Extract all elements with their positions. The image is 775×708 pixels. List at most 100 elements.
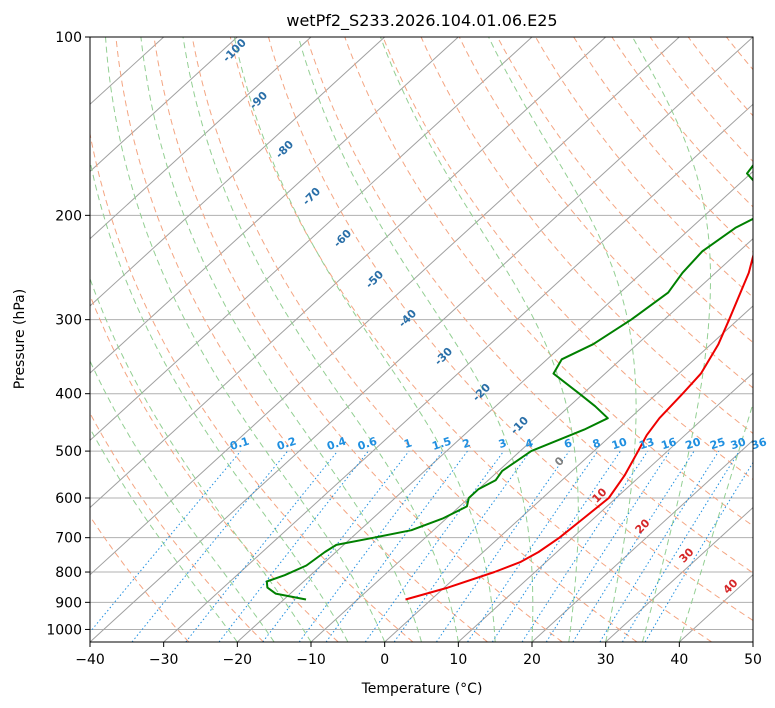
temperature-profile-line	[405, 252, 753, 601]
mixing-ratio-line	[545, 450, 671, 642]
x-tick-label: 40	[670, 652, 688, 668]
moist-adiabat-line	[182, 37, 459, 642]
mixing-ratio-label: 13	[637, 435, 656, 452]
x-tick-label: −10	[296, 652, 326, 668]
moist-adiabat-line	[632, 37, 711, 642]
isotherm-line	[236, 170, 753, 642]
dry-adiabat-line	[115, 37, 488, 642]
y-axis-ticks: 100 200 300 400 500 600 700 800 900 1000	[46, 30, 90, 638]
dry-adiabat-line	[496, 37, 753, 344]
mixing-ratio-line	[364, 450, 505, 642]
mixing-ratio-label: 36	[750, 435, 769, 452]
mixing-ratio-label: 10	[610, 435, 629, 452]
dry-adiabat-line	[191, 37, 638, 642]
mixing-ratio-line	[621, 450, 740, 642]
isotherm-line	[90, 37, 533, 442]
isotherm-line	[163, 103, 753, 642]
moist-adiabat-line	[90, 158, 349, 642]
mixing-ratio-label: 0.2	[275, 435, 298, 453]
mixing-ratio-label: 0.4	[325, 434, 348, 452]
mixing-ratio-label: 1.5	[430, 435, 453, 453]
mixing-ratio-label: 20	[684, 435, 703, 452]
isotherm-line	[90, 37, 680, 576]
x-axis-ticks: −40 −30 −20 −10 0 10 20 30 40 50	[75, 642, 762, 668]
dry-adiabat-line	[90, 412, 264, 642]
background-lines	[90, 37, 753, 642]
moist-adiabat-line	[233, 37, 496, 642]
y-tick-label: 700	[55, 531, 82, 547]
mixing-ratio-line	[521, 450, 649, 642]
y-tick-label: 100	[55, 30, 82, 46]
moist-adiabat-line	[90, 359, 275, 642]
isotherm-line	[90, 37, 386, 307]
isotherm-line	[605, 506, 753, 642]
mixing-ratio-line	[262, 450, 410, 642]
moist-adiabat-line	[297, 37, 534, 642]
dry-adiabat-line	[268, 37, 753, 622]
mixing-ratio-label: 2	[461, 436, 472, 451]
isotherm-line	[457, 372, 753, 642]
isotherm-line	[90, 37, 607, 509]
x-tick-label: −30	[149, 652, 179, 668]
isotherm-line	[90, 37, 238, 173]
y-tick-label: 900	[55, 595, 82, 611]
mixing-ratio-label: 25	[708, 435, 727, 452]
dry-adiabat-line	[382, 37, 753, 481]
pressure-gridlines	[90, 36, 753, 630]
isotherm-line	[384, 305, 753, 642]
x-axis-label: Temperature (°C)	[361, 681, 483, 697]
y-tick-label: 400	[55, 387, 82, 403]
y-axis-label: Pressure (hPa)	[12, 289, 28, 389]
x-tick-label: 30	[597, 652, 615, 668]
x-tick-label: −40	[75, 652, 105, 668]
sounding-profiles	[265, 163, 753, 601]
moist-adiabat-line	[380, 37, 579, 642]
y-tick-label: 500	[55, 444, 82, 460]
x-tick-label: 50	[744, 652, 762, 668]
moist-adiabat-line	[488, 37, 637, 642]
isotherm-line	[90, 37, 312, 240]
mixing-ratio-line	[131, 450, 288, 642]
dry-adiabat-line	[535, 37, 753, 298]
mixing-ratio-line	[572, 450, 695, 642]
isotherm-line	[531, 439, 753, 642]
moist-adiabat-line	[90, 277, 312, 642]
x-tick-label: 20	[523, 652, 541, 668]
y-tick-label: 1000	[46, 622, 82, 638]
y-tick-label: 300	[55, 313, 82, 329]
dry-adiabat-line	[90, 131, 414, 642]
y-tick-label: 200	[55, 208, 82, 224]
moist-adiabat-line	[678, 401, 753, 642]
dry-adiabat-line	[229, 37, 712, 642]
mixing-ratio-label: 1	[402, 436, 413, 451]
moist-adiabat-line	[90, 427, 238, 642]
x-tick-label: 10	[449, 652, 467, 668]
mixing-ratio-line	[393, 450, 531, 642]
mixing-ratio-line	[435, 450, 570, 642]
isotherm-line	[90, 37, 459, 374]
mixing-ratio-line	[491, 450, 621, 642]
mixing-ratio-label: 0.6	[356, 434, 379, 452]
mixing-ratio-label: 3	[497, 436, 508, 451]
moist-adiabat-line	[105, 37, 386, 642]
plot-frame	[89, 36, 754, 643]
mixing-ratio-line	[185, 450, 338, 642]
mixing-ratio-label: 30	[729, 435, 748, 452]
dry-adiabat-line	[306, 37, 753, 574]
y-tick-label: 600	[55, 491, 82, 507]
dry-adiabat-line	[153, 37, 563, 642]
mixing-ratio-label: 4	[524, 436, 536, 451]
x-tick-label: −20	[223, 652, 253, 668]
dry-adiabat-line	[344, 37, 753, 527]
mixing-ratio-label: 6	[562, 436, 574, 451]
mixing-ratio-line	[298, 450, 444, 642]
mixing-ratio-label: 0.1	[228, 435, 251, 453]
y-tick-label: 800	[55, 565, 82, 581]
dry-adiabat-line	[90, 515, 190, 642]
mixing-ratio-label: 16	[660, 435, 679, 452]
chart-title: wetPf2_S233.2026.104.01.06.E25	[286, 11, 557, 31]
mixing-ratio-label: 8	[591, 436, 602, 451]
mixing-ratio-line	[325, 450, 468, 642]
x-tick-label: 0	[380, 652, 389, 668]
